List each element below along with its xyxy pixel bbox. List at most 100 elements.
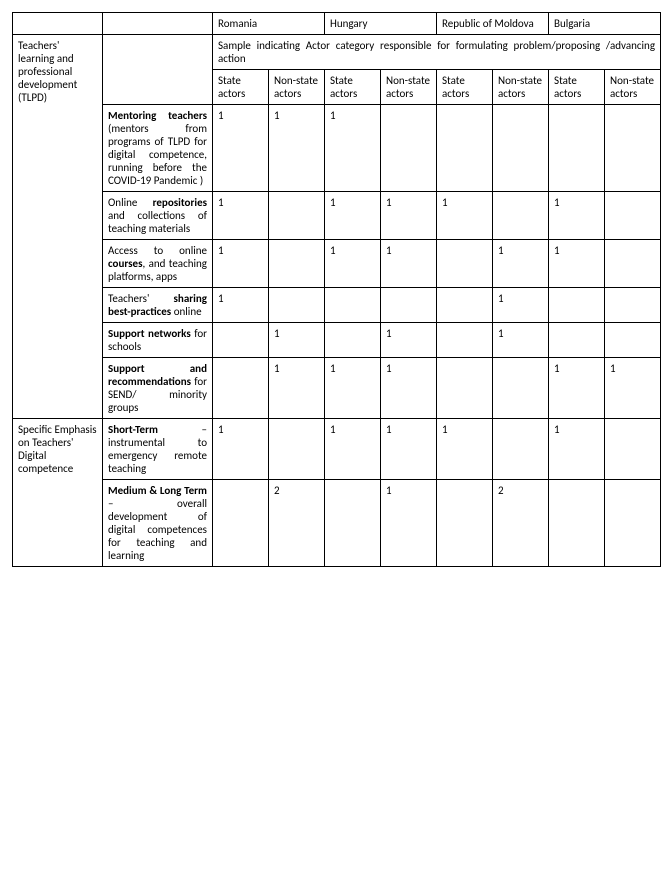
- cell: [269, 192, 325, 240]
- row-desc: Online repositories and collections of t…: [103, 192, 213, 240]
- cell: 1: [213, 419, 269, 480]
- cell: [269, 240, 325, 288]
- cell: [269, 419, 325, 480]
- table-row: Teachers' sharing best-practices online …: [13, 288, 661, 323]
- cell: [437, 240, 493, 288]
- cell: 1: [213, 288, 269, 323]
- cell: [325, 288, 381, 323]
- row-desc: Teachers' sharing best-practices online: [103, 288, 213, 323]
- row-desc: Support networks for schools: [103, 323, 213, 358]
- cell: [605, 323, 661, 358]
- cell: [605, 240, 661, 288]
- cell: 1: [549, 240, 605, 288]
- cell: 1: [269, 323, 325, 358]
- cell: [437, 288, 493, 323]
- country-header: Hungary: [325, 13, 437, 35]
- subheader-nonstate: Non-state actors: [493, 70, 549, 105]
- subheader-nonstate: Non-state actors: [269, 70, 325, 105]
- cell: 1: [381, 480, 437, 567]
- cell: 2: [493, 480, 549, 567]
- cell: [493, 192, 549, 240]
- country-header: Bulgaria: [549, 13, 661, 35]
- subheader-state: State actors: [437, 70, 493, 105]
- cell: 1: [493, 288, 549, 323]
- cell: [493, 419, 549, 480]
- table-row: Specific Emphasis on Teachers' Digital c…: [13, 419, 661, 480]
- country-header: Romania: [213, 13, 325, 35]
- cell: [493, 105, 549, 192]
- cell: 1: [381, 323, 437, 358]
- cell: [381, 288, 437, 323]
- cell: 1: [493, 323, 549, 358]
- header-row-countries: Romania Hungary Republic of Moldova Bulg…: [13, 13, 661, 35]
- cell: 1: [325, 419, 381, 480]
- blank-cell: [13, 13, 103, 35]
- cell: 1: [269, 358, 325, 419]
- data-table: Romania Hungary Republic of Moldova Bulg…: [12, 12, 661, 567]
- cell: [549, 105, 605, 192]
- row-desc: Mentoring teachers (mentors from program…: [103, 105, 213, 192]
- category-label: Specific Emphasis on Teachers' Digital c…: [13, 419, 103, 567]
- blank-cell: [103, 13, 213, 35]
- cell: [213, 358, 269, 419]
- cell: [213, 323, 269, 358]
- row-desc: Support and recommendations for SEND/ mi…: [103, 358, 213, 419]
- cell: [437, 323, 493, 358]
- subheader-state: State actors: [213, 70, 269, 105]
- cell: 1: [325, 105, 381, 192]
- cell: 1: [493, 240, 549, 288]
- row-desc: Access to online courses, and teaching p…: [103, 240, 213, 288]
- cell: 1: [549, 192, 605, 240]
- cell: 1: [325, 358, 381, 419]
- cell: 1: [381, 192, 437, 240]
- table-row: Support and recommendations for SEND/ mi…: [13, 358, 661, 419]
- cell: [325, 323, 381, 358]
- cell: 1: [381, 419, 437, 480]
- cell: 1: [381, 240, 437, 288]
- cell: [549, 480, 605, 567]
- cell: [437, 105, 493, 192]
- header-row-banner: Teachers' learning and professional deve…: [13, 35, 661, 70]
- cell: [381, 105, 437, 192]
- cell: 1: [213, 105, 269, 192]
- cell: [437, 358, 493, 419]
- table-row: Online repositories and collections of t…: [13, 192, 661, 240]
- cell: 1: [381, 358, 437, 419]
- cell: 2: [269, 480, 325, 567]
- cell: 1: [549, 358, 605, 419]
- cell: 1: [213, 192, 269, 240]
- country-header: Republic of Moldova: [437, 13, 549, 35]
- cell: 1: [325, 240, 381, 288]
- cell: [213, 480, 269, 567]
- blank-cell: [103, 35, 213, 105]
- table-row: Mentoring teachers (mentors from program…: [13, 105, 661, 192]
- cell: 1: [269, 105, 325, 192]
- cell: 1: [437, 419, 493, 480]
- row-desc: Short-Term – instrumental to emergency r…: [103, 419, 213, 480]
- cell: 1: [213, 240, 269, 288]
- cell: [549, 288, 605, 323]
- subheader-nonstate: Non-state actors: [381, 70, 437, 105]
- cell: 1: [605, 358, 661, 419]
- cell: [325, 480, 381, 567]
- cell: 1: [325, 192, 381, 240]
- cell: [493, 358, 549, 419]
- banner-cell: Sample indicating Actor category respons…: [213, 35, 661, 70]
- cell: 1: [549, 419, 605, 480]
- cell: [269, 288, 325, 323]
- cell: 1: [437, 192, 493, 240]
- row-desc: Medium & Long Term – overall development…: [103, 480, 213, 567]
- cell: [437, 480, 493, 567]
- cell: [605, 288, 661, 323]
- category-label: Teachers' learning and professional deve…: [13, 35, 103, 419]
- subheader-state: State actors: [325, 70, 381, 105]
- table-row: Access to online courses, and teaching p…: [13, 240, 661, 288]
- cell: [605, 419, 661, 480]
- cell: [605, 480, 661, 567]
- cell: [605, 192, 661, 240]
- cell: [605, 105, 661, 192]
- table-row: Support networks for schools 1 1 1: [13, 323, 661, 358]
- subheader-state: State actors: [549, 70, 605, 105]
- subheader-nonstate: Non-state actors: [605, 70, 661, 105]
- cell: [549, 323, 605, 358]
